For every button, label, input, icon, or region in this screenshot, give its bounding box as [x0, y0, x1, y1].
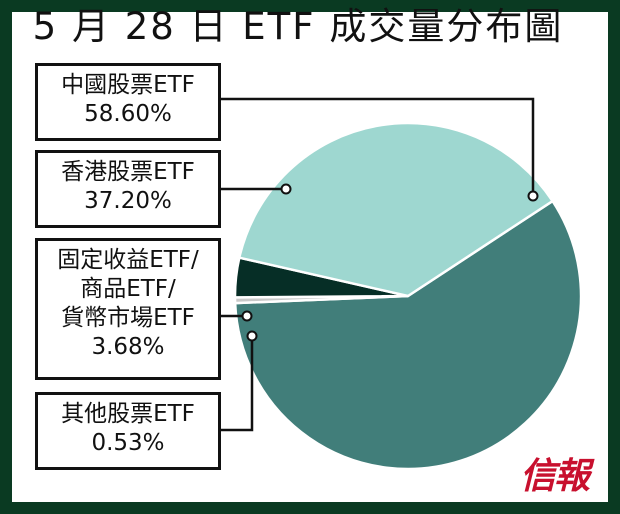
- slice-label-name-line1: 固定收益ETF/: [57, 247, 199, 273]
- hkej-logo: 信報: [520, 455, 590, 497]
- slice-label-name: 香港股票ETF: [61, 159, 195, 185]
- leader-other-equity: [221, 336, 254, 432]
- chart-title: 5 月 28 日 ETF 成交量分布圖: [32, 5, 564, 48]
- slice-label-other-equity: 其他股票ETF 0.53%: [35, 392, 221, 470]
- slice-label-name-line2: 商品ETF/: [80, 276, 176, 302]
- leader-hk-equity-dot: [280, 183, 292, 195]
- slice-label-percent: 58.60%: [84, 101, 172, 127]
- slice-label-hk-equity: 香港股票ETF 37.20%: [35, 150, 221, 228]
- slice-label-percent: 3.68%: [91, 334, 165, 360]
- slice-label-percent: 37.20%: [84, 188, 172, 214]
- slice-label-fixed-income: 固定收益ETF/ 商品ETF/ 貨幣市場ETF 3.68%: [35, 238, 221, 380]
- slice-hk-equity: [238, 121, 554, 298]
- slice-label-name-line3: 貨幣市場ETF: [61, 305, 195, 331]
- leader-other-equity-dot: [246, 330, 258, 342]
- slice-label-china-equity: 中國股票ETF 58.60%: [35, 63, 221, 141]
- leader-fixed-income-dot: [241, 310, 253, 322]
- slice-label-name: 中國股票ETF: [61, 72, 195, 98]
- leader-china-equity-dot: [527, 190, 539, 202]
- slice-label-name: 其他股票ETF: [61, 401, 195, 427]
- slice-china-equity: [233, 199, 583, 471]
- leader-china-equity: [221, 97, 535, 196]
- slice-label-percent: 0.53%: [91, 430, 165, 456]
